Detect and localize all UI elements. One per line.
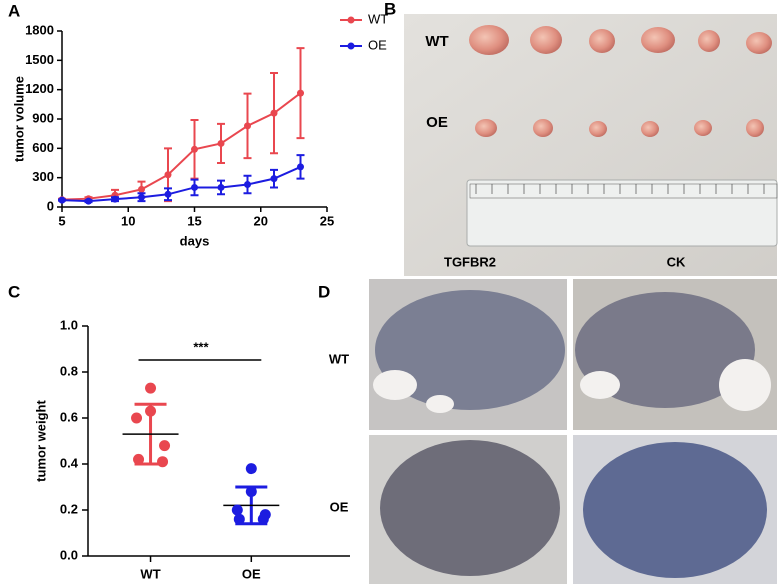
dot bbox=[131, 412, 143, 424]
x-tick-label: 25 bbox=[320, 213, 334, 228]
dot bbox=[157, 456, 169, 468]
y-tick-label: 0.0 bbox=[60, 547, 78, 562]
marker bbox=[270, 175, 278, 183]
marker bbox=[164, 190, 172, 198]
marker bbox=[217, 139, 225, 147]
annotation: *** bbox=[193, 339, 209, 354]
y-tick-label: 1500 bbox=[25, 52, 54, 67]
x-tick-label: 10 bbox=[121, 213, 135, 228]
legend-label: OE bbox=[368, 37, 387, 52]
marker bbox=[244, 122, 251, 130]
ihc-photos bbox=[369, 279, 777, 584]
row-label: OE bbox=[330, 499, 349, 514]
column-label: CK bbox=[667, 254, 686, 269]
marker bbox=[217, 183, 225, 191]
row-label: WT bbox=[425, 33, 448, 50]
dot bbox=[145, 405, 157, 417]
y-tick-label: 0.8 bbox=[60, 363, 78, 378]
row-label: OE bbox=[426, 114, 448, 131]
marker bbox=[244, 181, 251, 189]
column-label: TGFBR2 bbox=[444, 254, 496, 269]
y-tick-label: 1200 bbox=[25, 81, 54, 96]
marker bbox=[58, 196, 66, 204]
marker bbox=[85, 197, 92, 205]
marker bbox=[111, 195, 119, 203]
y-tick-label: 600 bbox=[32, 140, 54, 155]
dot bbox=[231, 504, 243, 516]
y-tick-label: 900 bbox=[32, 110, 54, 125]
x-axis-label: days bbox=[180, 233, 210, 248]
y-tick-label: 0.2 bbox=[60, 501, 78, 516]
y-axis-label: tumor volume bbox=[11, 76, 26, 162]
legend-marker bbox=[347, 42, 355, 50]
row-label: WT bbox=[329, 351, 349, 366]
y-axis-label: tumor weight bbox=[33, 400, 48, 482]
dot bbox=[133, 453, 145, 465]
panel-label: A bbox=[8, 1, 20, 20]
marker bbox=[138, 185, 145, 193]
dot bbox=[245, 463, 257, 475]
marker bbox=[191, 183, 198, 191]
dot bbox=[233, 513, 245, 525]
x-tick-label: 20 bbox=[254, 213, 268, 228]
x-tick-label: 5 bbox=[58, 213, 65, 228]
y-tick-label: 0 bbox=[47, 198, 54, 213]
dot bbox=[145, 382, 157, 394]
x-tick-label: WT bbox=[140, 566, 160, 581]
line bbox=[61, 92, 302, 201]
dot bbox=[245, 486, 257, 498]
marker bbox=[164, 171, 172, 179]
marker bbox=[270, 109, 278, 117]
dot bbox=[159, 440, 171, 452]
y-tick-label: 0.4 bbox=[60, 455, 79, 470]
x-tick-label: 15 bbox=[187, 213, 201, 228]
legend-marker bbox=[347, 16, 355, 24]
x-tick-label: OE bbox=[242, 566, 261, 581]
marker bbox=[297, 89, 304, 97]
y-tick-label: 1.0 bbox=[60, 317, 78, 332]
marker bbox=[138, 193, 145, 201]
panel-label: D bbox=[318, 282, 330, 301]
line bbox=[61, 165, 301, 203]
legend-label: WT bbox=[368, 11, 388, 26]
marker bbox=[297, 163, 304, 171]
panel-label: B bbox=[384, 0, 396, 18]
y-tick-label: 1800 bbox=[25, 22, 54, 37]
panel-label: C bbox=[8, 282, 20, 301]
y-tick-label: 300 bbox=[32, 169, 54, 184]
y-tick-label: 0.6 bbox=[60, 409, 78, 424]
tumor-photo bbox=[404, 14, 778, 276]
dot bbox=[257, 513, 269, 525]
marker bbox=[191, 145, 198, 153]
